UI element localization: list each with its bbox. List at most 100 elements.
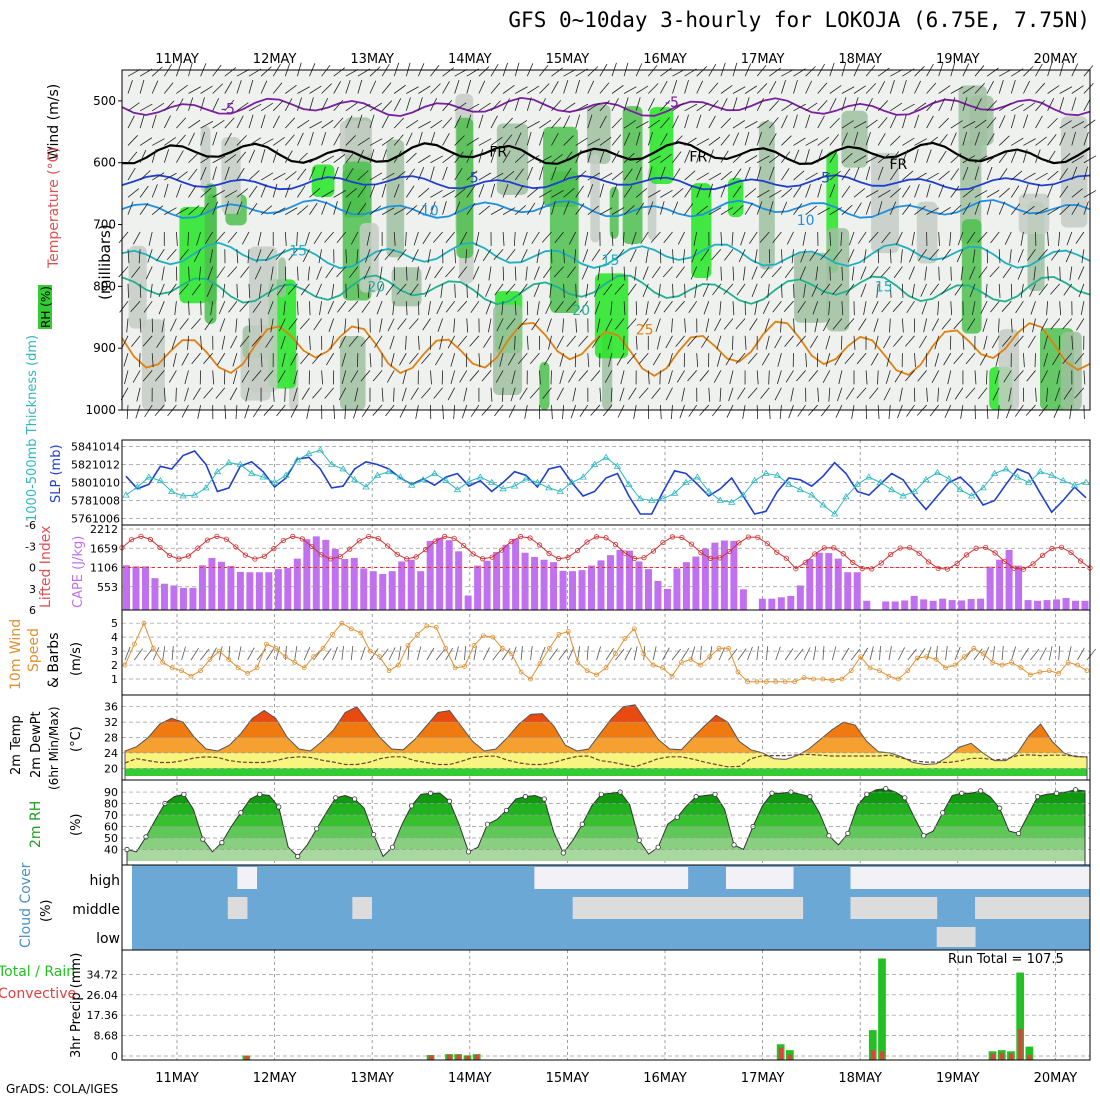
- wind-barb: [1050, 249, 1061, 261]
- wind-barb: [895, 231, 903, 245]
- li-point: [546, 550, 552, 557]
- wind-barb: [744, 131, 750, 146]
- wind-barb: [893, 335, 903, 347]
- wind-barb: [929, 249, 939, 260]
- wind-barb: [1009, 249, 1012, 264]
- wind-barb: [184, 370, 189, 385]
- wind-barb: [768, 201, 774, 215]
- wind-barb: [805, 172, 818, 181]
- thickness-tick-label: 584: [71, 441, 92, 454]
- wind-barb: [254, 266, 262, 280]
- wind-barb: [144, 404, 153, 418]
- precip-frame: [121, 949, 1091, 1061]
- wind-barb-10m: [624, 647, 632, 661]
- wind-barb: [476, 283, 480, 298]
- wind-barb: [856, 387, 867, 399]
- cape-bar: [768, 598, 776, 610]
- wind-barb: [515, 86, 528, 94]
- cape-bar: [502, 544, 510, 610]
- wind-barb: [457, 266, 468, 278]
- wind-barb: [297, 97, 302, 111]
- wind-barb: [1010, 203, 1021, 215]
- wind-barb: [599, 100, 610, 112]
- wind-barb: [297, 185, 306, 198]
- wind-barb: [454, 201, 461, 215]
- wind-barb: [853, 202, 862, 215]
- wind-barb: [853, 188, 866, 198]
- wind-barb: [853, 97, 859, 111]
- rh-band: [127, 815, 1085, 827]
- cape-bar: [796, 585, 804, 610]
- wind-barb: [551, 153, 563, 164]
- wind-barb: [647, 65, 658, 77]
- rh-band: [127, 788, 1085, 793]
- wind-barb: [774, 335, 782, 349]
- wind-barb: [1023, 80, 1030, 94]
- wind-speed-point: [216, 648, 222, 654]
- wind-barb: [810, 335, 819, 348]
- wind-barb: [744, 202, 753, 215]
- wind-barb: [635, 202, 645, 215]
- thickness-tick-label: 580: [71, 477, 92, 490]
- wind-barb: [562, 318, 564, 333]
- rh-tick-label: 90: [104, 786, 118, 799]
- wind-barb: [768, 166, 775, 181]
- thickness-point: [705, 487, 713, 494]
- wind-barb: [418, 335, 420, 350]
- wind-barb: [908, 266, 915, 280]
- day-label-top: 12MAY: [253, 52, 297, 67]
- wind-barb: [660, 189, 673, 198]
- wind-barb-10m: [907, 648, 917, 661]
- wind-barb: [1035, 387, 1037, 402]
- wind-barb: [851, 266, 855, 281]
- wind-barb: [684, 283, 686, 298]
- cloud-cell-middle: [850, 897, 861, 919]
- wind-barb-10m: [549, 648, 558, 661]
- wind-barb: [164, 172, 177, 181]
- wind-barb: [660, 153, 672, 164]
- cape-bar: [521, 552, 529, 610]
- thickness-point: [156, 476, 164, 484]
- wind-barb: [127, 151, 138, 163]
- wind-barb: [635, 131, 641, 146]
- wind-barb: [974, 132, 980, 146]
- rh-point: [655, 844, 661, 850]
- wind-barb: [677, 231, 685, 245]
- wind-barb-10m: [699, 646, 702, 661]
- wind-barb: [579, 300, 589, 313]
- wind-barb: [273, 207, 286, 216]
- wind-barb: [296, 335, 298, 350]
- wind-barb: [684, 185, 693, 198]
- wind-speed-point: [895, 676, 901, 682]
- wind-barb: [619, 387, 625, 402]
- wind-barb: [926, 207, 940, 216]
- wind-barb: [914, 172, 927, 181]
- wind-barb: [513, 231, 516, 246]
- wind-barb: [297, 119, 310, 129]
- wind-barb: [950, 86, 964, 94]
- precip-tick-label: 34.72: [87, 968, 119, 981]
- wind-barb: [822, 318, 831, 332]
- wind-barb: [297, 152, 308, 164]
- wind-barb: [345, 151, 355, 163]
- wind-barb: [1081, 249, 1085, 264]
- wind-barb: [972, 301, 976, 316]
- wind-barb: [188, 132, 195, 146]
- wind-barb: [163, 115, 171, 129]
- wind-barb: [439, 335, 443, 350]
- wind-barb: [260, 138, 274, 146]
- day-label-bottom: 20MAY: [1034, 1071, 1078, 1086]
- wind-barb: [1069, 404, 1073, 419]
- wind-barb: [937, 387, 940, 402]
- thickness-point: [396, 473, 404, 480]
- wind-barb: [410, 387, 419, 400]
- wind-barb: [248, 103, 262, 112]
- wind-barb: [369, 172, 383, 181]
- wind-barb: [150, 283, 153, 298]
- day-label-top: 16MAY: [643, 52, 687, 67]
- temp-tick-label: 24: [104, 747, 118, 760]
- wind-speed-point: [424, 623, 430, 629]
- wind-barb: [793, 318, 795, 333]
- cloud-cell-high: [582, 867, 593, 889]
- wind-barb: [1059, 120, 1072, 129]
